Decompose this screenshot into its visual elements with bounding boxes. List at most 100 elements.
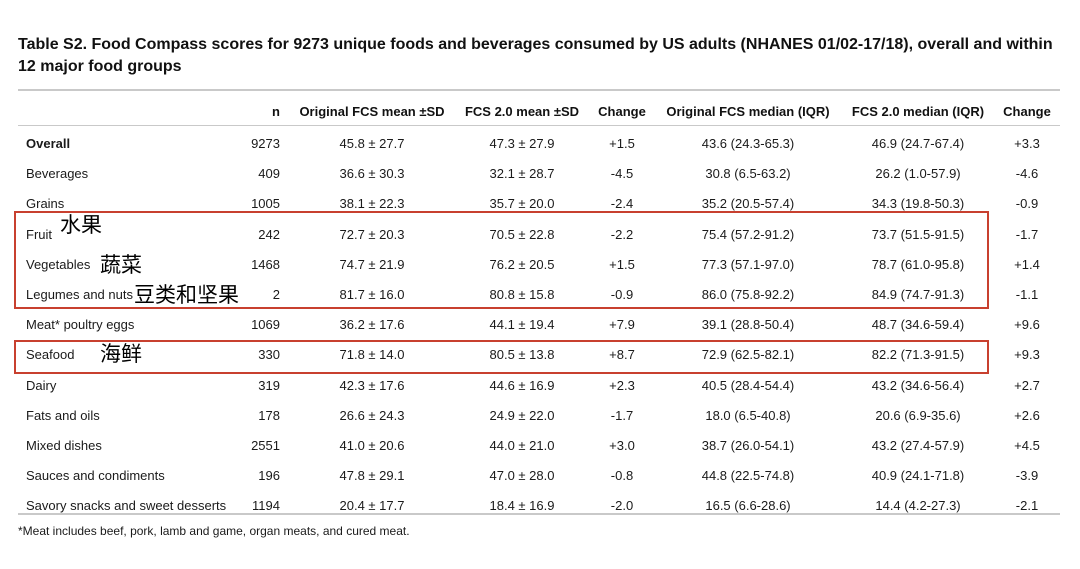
row-fcs2-median: 34.3 (19.8-50.3) [871,196,965,211]
row-change-mean: +3.0 [609,438,635,453]
row-fcs2-mean: 47.0 ± 28.0 [489,468,555,483]
row-label: Grains [26,196,65,211]
row-change-mean: +1.5 [609,136,635,151]
row-fcs2-mean: 24.9 ± 22.0 [489,408,555,423]
row-change-mean: -2.2 [610,227,634,242]
row-original-mean: 36.2 ± 17.6 [339,317,405,332]
row-change-median: -3.9 [1015,468,1039,483]
row-original-mean: 41.0 ± 20.6 [339,438,405,453]
row-label: Mixed dishes [26,438,102,453]
row-original-mean: 72.7 ± 20.3 [339,227,405,242]
table-top-rule [18,89,1060,91]
row-label: Savory snacks and sweet desserts [26,498,227,513]
row-change-mean: -2.4 [610,196,634,211]
table-footnote: *Meat includes beef, pork, lamb and game… [18,524,410,538]
row-original-mean: 42.3 ± 17.6 [339,378,405,393]
row-n: 196 [258,468,280,483]
row-fcs2-median: 40.9 (24.1-71.8) [871,468,965,483]
row-change-median: -2.1 [1015,498,1039,513]
row-original-median: 18.0 (6.5-40.8) [705,408,791,423]
row-label: Beverages [26,166,89,181]
row-n: 409 [258,166,280,181]
annotation-vegetables: 蔬菜 [100,253,142,277]
header-change-mean: Change [598,104,646,119]
row-fcs2-median: 78.7 (61.0-95.8) [871,257,965,272]
row-original-mean: 26.6 ± 24.3 [339,408,405,423]
row-original-mean: 36.6 ± 30.3 [339,166,405,181]
row-label: Sauces and condiments [26,468,165,483]
row-fcs2-median: 20.6 (6.9-35.6) [875,408,961,423]
row-fcs2-mean: 80.5 ± 13.8 [489,347,555,362]
row-original-median: 35.2 (20.5-57.4) [701,196,795,211]
row-n: 319 [258,378,280,393]
header-n: n [272,104,280,119]
header-fcs2-median: FCS 2.0 median (IQR) [851,104,985,119]
row-change-mean: +7.9 [609,317,635,332]
row-change-mean: -2.0 [610,498,634,513]
row-change-median: +2.6 [1014,408,1040,423]
row-fcs2-median: 26.2 (1.0-57.9) [875,166,961,181]
row-change-median: +3.3 [1014,136,1040,151]
row-n: 242 [258,227,280,242]
row-label: Overall [26,136,71,151]
row-original-median: 39.1 (28.8-50.4) [701,317,795,332]
row-fcs2-mean: 47.3 ± 27.9 [489,136,555,151]
row-change-median: +2.7 [1014,378,1040,393]
row-n: 1194 [252,498,280,513]
header-original-mean: Original FCS mean ±SD [299,104,445,119]
row-n: 330 [258,347,280,362]
row-original-mean: 74.7 ± 21.9 [339,257,405,272]
row-original-mean: 38.1 ± 22.3 [339,196,405,211]
row-original-median: 38.7 (26.0-54.1) [701,438,795,453]
row-fcs2-median: 48.7 (34.6-59.4) [871,317,965,332]
row-n: 178 [258,408,280,423]
row-original-median: 75.4 (57.2-91.2) [701,227,795,242]
row-original-mean: 47.8 ± 29.1 [339,468,405,483]
row-fcs2-median: 82.2 (71.3-91.5) [871,347,965,362]
row-change-median: +9.6 [1014,317,1040,332]
row-change-median: +1.4 [1014,257,1040,272]
row-original-median: 72.9 (62.5-82.1) [701,347,795,362]
row-fcs2-mean: 32.1 ± 28.7 [489,166,555,181]
row-fcs2-mean: 44.0 ± 21.0 [489,438,555,453]
row-label: Seafood [26,347,75,362]
row-label: Fats and oils [26,408,100,423]
table-bottom-rule [18,513,1060,515]
row-original-median: 77.3 (57.1-97.0) [701,257,795,272]
row-n: 1468 [251,257,280,272]
row-original-median: 43.6 (24.3-65.3) [701,136,795,151]
row-label: Meat* poultry eggs [26,317,135,332]
row-original-median: 86.0 (75.8-92.2) [701,287,795,302]
row-label: Legumes and nuts [26,287,133,302]
row-original-mean: 81.7 ± 16.0 [339,287,405,302]
row-fcs2-mean: 18.4 ± 16.9 [489,498,555,513]
row-fcs2-mean: 70.5 ± 22.8 [489,227,555,242]
row-label: Dairy [26,378,57,393]
row-fcs2-mean: 80.8 ± 15.8 [489,287,555,302]
row-fcs2-mean: 44.1 ± 19.4 [489,317,555,332]
row-label: Fruit [26,227,52,242]
header-original-median: Original FCS median (IQR) [666,104,830,119]
row-fcs2-median: 84.9 (74.7-91.3) [871,287,965,302]
row-change-mean: -0.9 [610,287,634,302]
row-change-median: +4.5 [1014,438,1040,453]
annotation-fruit: 水果 [60,213,102,237]
annotation-legumes-nuts: 豆类和坚果 [134,283,239,307]
row-original-mean: 71.8 ± 14.0 [339,347,405,362]
row-change-median: -4.6 [1015,166,1039,181]
highlight-box-fruit-vegetables-legumes [14,211,989,309]
highlight-box-seafood [14,340,989,374]
row-change-median: -1.1 [1015,287,1039,302]
row-change-mean: -4.5 [610,166,634,181]
row-fcs2-median: 43.2 (27.4-57.9) [871,438,965,453]
row-n: 1069 [251,317,280,332]
row-n: 2551 [251,438,280,453]
row-label: Vegetables [26,257,91,272]
row-change-mean: +8.7 [609,347,635,362]
row-original-median: 44.8 (22.5-74.8) [701,468,795,483]
row-fcs2-median: 14.4 (4.2-27.3) [875,498,961,513]
row-fcs2-mean: 76.2 ± 20.5 [489,257,555,272]
row-fcs2-median: 46.9 (24.7-67.4) [871,136,965,151]
row-original-median: 40.5 (28.4-54.4) [701,378,795,393]
row-change-mean: +2.3 [609,378,635,393]
